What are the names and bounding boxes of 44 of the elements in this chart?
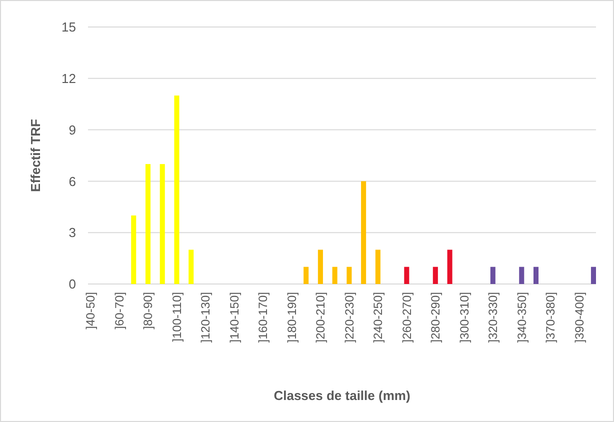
bar [174, 96, 180, 284]
x-tick-label: ]300-310] [457, 292, 472, 343]
x-tick-label: ]340-350] [514, 292, 529, 343]
y-tick-label: 0 [68, 276, 76, 292]
bar [490, 266, 496, 284]
bar [404, 266, 410, 284]
x-tick-label: ]370-380] [544, 292, 558, 343]
x-tick-label: ]100-110] [170, 292, 184, 342]
y-tick-label: 15 [62, 20, 76, 35]
bar [188, 250, 194, 284]
bar [533, 266, 539, 284]
bar [519, 266, 524, 284]
x-tick-label: ]60-70] [112, 292, 126, 330]
bar [361, 181, 366, 284]
x-tick-label: ]40-50] [84, 292, 98, 330]
x-tick-label: ]240-250] [371, 292, 386, 343]
x-tick-label: ]140-150] [227, 292, 242, 343]
bar [432, 266, 438, 284]
bar [447, 250, 452, 284]
bar [590, 266, 596, 284]
x-tick-label: ]390-400] [572, 292, 586, 343]
bar [131, 215, 136, 284]
x-tick-label: ]160-170] [256, 292, 270, 343]
bar [145, 164, 151, 284]
y-tick-label: 12 [62, 70, 76, 86]
bar [318, 250, 323, 284]
bar [304, 266, 309, 284]
x-tick-label: ]120-130] [198, 292, 213, 343]
bar [332, 266, 338, 284]
x-tick-label: ]220-230] [342, 292, 356, 343]
y-tick-label: 3 [68, 225, 76, 240]
y-tick-label: 6 [68, 174, 76, 189]
bar [346, 266, 352, 284]
x-tick-label: ]200-210] [314, 292, 328, 343]
x-tick-label: ]260-270] [400, 292, 414, 343]
bar [160, 164, 165, 284]
x-tick-label: ]80-90] [141, 292, 156, 330]
bar [375, 250, 380, 284]
x-tick-label: ]180-190] [284, 292, 299, 343]
x-axis-title: Classes de taille (mm) [274, 388, 410, 403]
x-tick-label: ]280-290] [428, 292, 443, 343]
x-tick-label: ]320-330] [486, 292, 500, 343]
y-tick-label: 9 [68, 122, 76, 138]
y-axis-title: Effectif TRF [28, 118, 43, 192]
